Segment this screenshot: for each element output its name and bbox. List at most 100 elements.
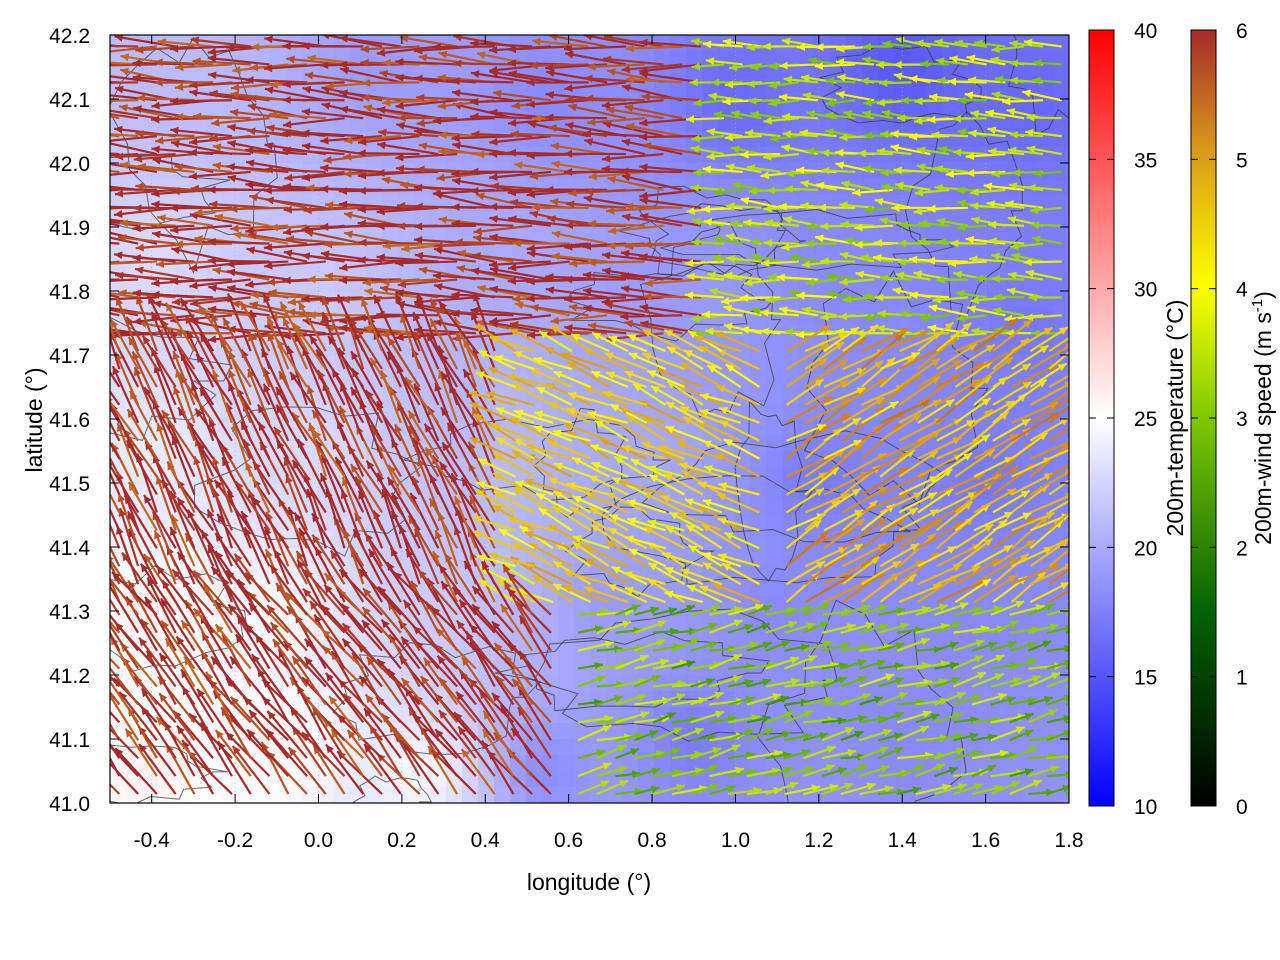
temperature-cell (782, 563, 799, 580)
wind-arrow-head (63, 209, 71, 217)
temperature-cell (1054, 739, 1069, 756)
temperature-cell (286, 259, 303, 276)
temperature-cell (302, 275, 319, 292)
temperature-cell (142, 787, 159, 803)
wind-arrow-head (76, 261, 84, 269)
temperature-cell (542, 771, 559, 788)
temperature-cell (382, 115, 399, 132)
temperature-cell (1054, 579, 1069, 596)
temperature-cell (158, 83, 175, 100)
temperature-cell (110, 243, 127, 260)
temperature-cell (750, 227, 767, 244)
temperature-cell (334, 179, 351, 196)
temperature-cell (702, 243, 719, 260)
temperature-cell (1006, 227, 1023, 244)
temperature-cell (750, 739, 767, 756)
temperature-cell (590, 227, 607, 244)
temperature-cell (558, 755, 575, 772)
temperature-cell (1054, 211, 1069, 228)
temperature-cell (670, 275, 687, 292)
temperature-cell (270, 51, 287, 68)
wind-arrow-head (62, 127, 70, 135)
wind-arrow-head (95, 296, 103, 304)
temperature-cell (222, 227, 239, 244)
temperature-cell (542, 83, 559, 100)
temperature-cell (846, 195, 863, 212)
temperature-cell (878, 259, 895, 276)
temperature-cell (702, 67, 719, 84)
temperature-cell (750, 483, 767, 500)
temperature-cell (494, 275, 511, 292)
temperature-cell (926, 691, 943, 708)
temperature-cell (414, 211, 431, 228)
temperature-cell (766, 547, 783, 564)
temperature-cell (910, 83, 927, 100)
temperature-cell (910, 243, 927, 260)
temperature-cell (1022, 787, 1039, 803)
temperature-cell (846, 211, 863, 228)
temperature-cell (734, 115, 751, 132)
temperature-cell (750, 115, 767, 132)
temperature-cell (110, 35, 127, 52)
temperature-cell (942, 179, 959, 196)
temperature-cell (702, 179, 719, 196)
temperature-cell (814, 99, 831, 116)
temperature-cell (270, 67, 287, 84)
wind-arrow-shaft (587, 260, 645, 264)
temperature-cell (494, 35, 511, 52)
temperature-cell (398, 227, 415, 244)
wind-arrow-head (77, 322, 86, 330)
temperature-cell (222, 243, 239, 260)
temperature-cell (910, 739, 927, 756)
temperature-cell (270, 787, 287, 803)
temperature-cell (206, 787, 223, 803)
temperature-cell (718, 99, 735, 116)
temperature-cell (558, 723, 575, 740)
wind-arrow-head (95, 203, 103, 211)
temperature-cell (830, 115, 847, 132)
temperature-cell (574, 67, 591, 84)
temperature-cell (1054, 291, 1069, 308)
wind-arrow-head (58, 58, 66, 66)
temperature-cell (558, 739, 575, 756)
temperature-cell (302, 787, 319, 803)
temperature-cell (814, 275, 831, 292)
temperature-cell (574, 99, 591, 116)
temperature-cell (190, 67, 207, 84)
wind-arrow-shaft (639, 135, 702, 139)
temperature-cell (878, 67, 895, 84)
temperature-cell (1038, 243, 1055, 260)
temperature-cell (1038, 163, 1055, 180)
temperature-cell (686, 243, 703, 260)
temperature-cell (270, 211, 287, 228)
temperature-cell (254, 99, 271, 116)
temperature-cell (526, 227, 543, 244)
wind-arrow-head (95, 137, 103, 145)
temperature-cell (814, 291, 831, 308)
temperature-cell (670, 83, 687, 100)
temperature-cell (526, 83, 543, 100)
temperature-cell (574, 227, 591, 244)
temperature-cell (766, 83, 783, 100)
temperature-cell (110, 787, 127, 803)
temperature-cell (174, 67, 191, 84)
temperature-cell (878, 227, 895, 244)
temperature-cell (1038, 115, 1055, 132)
temperature-cell (622, 643, 639, 660)
temperature-cell (238, 99, 255, 116)
temperature-cell (990, 131, 1007, 148)
temperature-cell (286, 211, 303, 228)
wind-arrow-head (57, 188, 65, 196)
temperature-cell (382, 227, 399, 244)
temperature-cell (942, 227, 959, 244)
temperature-cell (766, 435, 783, 452)
temperature-cell (558, 691, 575, 708)
temperature-cell (366, 227, 383, 244)
temperature-cell (286, 67, 303, 84)
temperature-cell (206, 243, 223, 260)
temperature-cell (862, 211, 879, 228)
temperature-cell (686, 643, 703, 660)
temperature-cell (718, 243, 735, 260)
temperature-cell (846, 131, 863, 148)
temperature-cell (686, 83, 703, 100)
